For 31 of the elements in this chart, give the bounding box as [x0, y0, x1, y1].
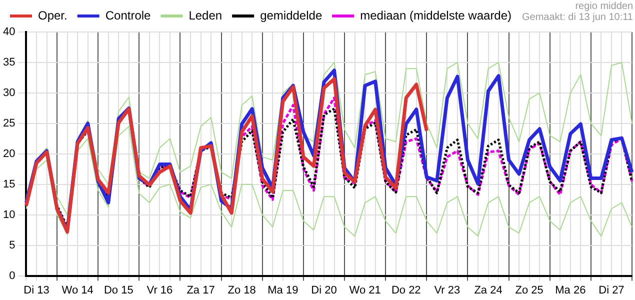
legend-label: Controle: [105, 8, 152, 22]
x-tick-label: Za 17: [186, 284, 215, 296]
text: regio midden: [575, 0, 633, 12]
x-tick-label: Do 15: [104, 284, 134, 296]
x-tick-label: Wo 21: [349, 284, 381, 296]
x-tick-label: Vr 23: [434, 284, 460, 296]
x-tick-label: Ma 19: [268, 284, 298, 296]
legend-label: Oper.: [38, 8, 68, 22]
text: Gemaakt: di 13 jun 10:11: [522, 12, 634, 23]
y-tick-label: 10: [2, 208, 16, 221]
y-tick-label: 30: [2, 86, 16, 99]
y-tick-label: 40: [2, 26, 16, 38]
y-tick-label: 0: [9, 270, 16, 282]
x-tick-label: Di 20: [311, 284, 337, 296]
x-tick-label: Di 13: [24, 284, 50, 296]
x-tick-label: Ma 26: [555, 284, 586, 296]
y-tick-label: 25: [2, 117, 16, 130]
y-tick-label: 35: [2, 56, 16, 69]
x-tick-label: Za 24: [474, 284, 502, 296]
x-tick-label: Do 22: [391, 284, 421, 296]
x-tick-label: Vr 16: [146, 284, 173, 296]
x-tick-label: Zo 25: [515, 284, 544, 296]
y-tick-label: 5: [9, 239, 16, 252]
legend-label: gemiddelde: [260, 8, 322, 22]
y-tick-label: 15: [2, 178, 16, 190]
legend-label: Leden: [188, 8, 222, 22]
x-tick-label: Wo 14: [62, 284, 94, 296]
y-tick-label: 20: [2, 148, 16, 160]
legend-label: mediaan (middelste waarde): [360, 8, 512, 22]
x-tick-label: Di 27: [598, 284, 624, 296]
x-tick-label: Zo 18: [228, 284, 256, 296]
